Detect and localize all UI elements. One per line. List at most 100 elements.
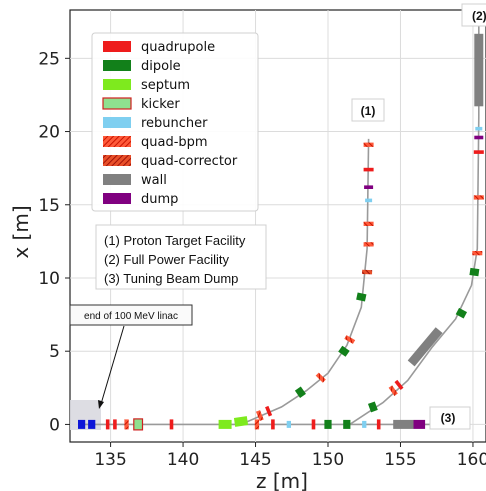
y-tick-label: 20 [38, 123, 60, 143]
x-tick-label: 150 [312, 450, 344, 470]
tag-2: (2) [461, 3, 486, 27]
legend-label-dipole: dipole [141, 59, 181, 74]
element-wall [393, 419, 414, 429]
facility-annotation: (1) Proton Target Facility (2) Full Power… [95, 224, 267, 290]
legend-label-rebuncher: rebuncher [141, 116, 208, 131]
element-dipole [294, 386, 306, 399]
x-tick-label: 140 [167, 450, 199, 470]
element-quad-bpm [363, 142, 374, 147]
element-septum [233, 416, 249, 427]
facility-entry-3: (3) Tuning Beam Dump [104, 271, 238, 286]
linac-end-shade [70, 400, 101, 430]
x-axis-title: z [m] [256, 469, 308, 491]
linac-callout-arrow [100, 325, 125, 405]
element-rebuncher [365, 198, 373, 203]
beamline-branch-1 [240, 138, 370, 426]
tag-3-label: (3) [441, 411, 456, 425]
element-dipole [338, 345, 350, 357]
legend-label-kicker: kicker [141, 97, 180, 112]
element-rebuncher [475, 126, 483, 131]
y-tick-label: 15 [38, 196, 60, 216]
y-tick-label: 25 [38, 49, 60, 69]
element-quadrupole [105, 419, 110, 430]
element-quad-bpm [124, 419, 129, 430]
linac-callout-box [69, 304, 193, 326]
element-quadrupole [394, 379, 404, 390]
element-dump [413, 419, 426, 429]
y-tick-label: 10 [38, 269, 60, 289]
element-dipole [367, 401, 378, 413]
element-wall [407, 327, 443, 367]
element-rebuncher [362, 420, 367, 428]
legend-box [91, 32, 259, 212]
element-quadrupole [473, 150, 484, 154]
legend-label-septum: septum [141, 78, 190, 93]
x-tick-label: 135 [94, 450, 126, 470]
linac-callout-label: end of 100 MeV linac [84, 311, 178, 322]
element-kicker [133, 418, 144, 431]
y-tick-label: 0 [49, 415, 60, 435]
legend-label-quadrupole: quadrupole [141, 40, 215, 55]
element-quad-bpm [344, 335, 356, 344]
element-dump [364, 185, 374, 190]
facility-annotation-box [95, 224, 267, 290]
element-quadrupole [265, 405, 273, 417]
element-quad-bpm [254, 419, 260, 430]
tag-1: (1) [351, 98, 385, 122]
element-dipole [324, 419, 332, 429]
beamline-elements [78, 33, 484, 431]
element-septum [218, 419, 232, 429]
legend-swatch-dump [103, 193, 131, 204]
legend-swatch-wall [103, 174, 131, 185]
element-dipole [455, 307, 468, 319]
facility-entry-2: (2) Full Power Facility [104, 252, 229, 267]
element-dipole [343, 419, 351, 429]
legend-label-quad-bpm: quad-bpm [141, 135, 208, 150]
axis-ticks: 135 140 145 150 155 160 0 5 10 15 20 25 [38, 49, 486, 470]
element-quadrupole [169, 419, 174, 430]
legend-swatch-dipole [103, 60, 131, 71]
element-quadrupole [113, 419, 117, 430]
element-dump [88, 419, 96, 429]
linac-callout: end of 100 MeV linac [69, 304, 193, 409]
element-quadrupole [376, 419, 381, 430]
element-quad-bpm [388, 385, 398, 397]
x-tick-label: 145 [239, 450, 271, 470]
legend: quadrupole dipole septum kicker rebuncher qua… [91, 32, 259, 212]
y-axis-title: x [m] [9, 205, 33, 258]
x-tick-label: 155 [384, 450, 416, 470]
legend-swatch-quad-bpm [103, 136, 131, 147]
beamline-branch-2 [349, 26, 480, 426]
element-dipole [356, 292, 367, 302]
legend-swatch-rebuncher [103, 117, 131, 128]
tag-2-label: (2) [472, 9, 486, 23]
facility-entry-1: (1) Proton Target Facility [104, 233, 246, 248]
element-quad-corrector [362, 269, 373, 275]
element-quad-bpm [472, 250, 483, 256]
element-dump [78, 419, 86, 429]
legend-label-wall: wall [141, 173, 167, 188]
tag-1-label: (1) [361, 104, 376, 118]
element-quad-bpm [363, 242, 374, 247]
legend-swatch-septum [103, 79, 131, 90]
x-tick-label: 160 [457, 450, 486, 470]
legend-label-quad-corrector: quad-corrector [141, 154, 238, 169]
linac-callout-arrowhead [98, 400, 104, 409]
element-dump [474, 135, 484, 140]
y-tick-label: 5 [49, 342, 60, 362]
legend-swatch-quad-corrector [103, 155, 131, 166]
element-rebuncher [286, 420, 291, 428]
element-quad-bpm [363, 221, 374, 227]
element-quad-bpm [255, 410, 264, 422]
tag-3: (3) [429, 406, 471, 430]
element-wall [474, 33, 484, 107]
element-quadrupole [271, 419, 275, 430]
element-quadrupole [311, 419, 316, 430]
element-quad-bpm [315, 372, 326, 383]
legend-swatch-quadrupole [103, 41, 131, 52]
element-dipole [469, 267, 480, 277]
legend-label-dump: dump [141, 192, 178, 207]
legend-swatch-kicker [102, 97, 132, 110]
element-quad-bpm [473, 195, 484, 200]
